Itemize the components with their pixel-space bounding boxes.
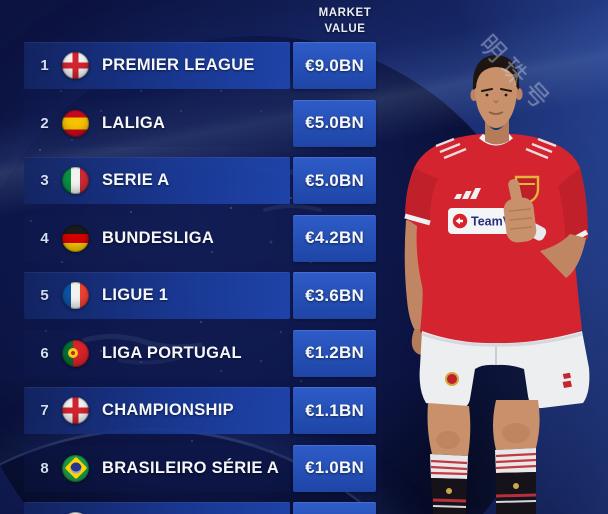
rank-label: 5 xyxy=(40,287,49,304)
player-socks xyxy=(430,448,537,514)
table-row-partial xyxy=(24,502,376,514)
league-name: PREMIER LEAGUE xyxy=(102,56,255,74)
player-jersey: TeamVi xyxy=(404,133,589,345)
market-value: €9.0BN xyxy=(305,55,364,75)
market-value: €1.1BN xyxy=(305,400,364,420)
league-name: BRASILEIRO SÉRIE A xyxy=(102,458,280,477)
league-name: LIGA PORTUGAL xyxy=(102,343,242,362)
table-row: 6 LIGA PORTUGAL €1.2BN xyxy=(24,329,376,377)
market-value: €1.0BN xyxy=(305,458,364,477)
spain-flag-icon xyxy=(62,109,89,137)
table-row: 4 BUNDESLIGA €4.2BN xyxy=(24,214,376,262)
table-row: 3 SERIE A €5.0BN xyxy=(24,157,376,204)
market-value: €1.2BN xyxy=(305,343,364,362)
market-value-cell: €5.0BN xyxy=(293,157,376,204)
player-photo: TeamVi xyxy=(404,55,590,514)
shorts-adidas-icon xyxy=(562,372,572,388)
market-value-cell: €4.2BN xyxy=(293,214,376,262)
market-value-cell: €1.2BN xyxy=(293,329,376,377)
italy-flag-icon xyxy=(62,167,89,194)
league-name: LIGUE 1 xyxy=(102,286,169,304)
brazil-flag-icon xyxy=(62,454,89,482)
rank-label: 2 xyxy=(40,114,49,132)
player-shorts xyxy=(419,331,590,409)
england-flag-icon xyxy=(62,52,89,79)
table-row: 8 BRASILEIRO SÉRIE A €1.0BN xyxy=(24,444,376,492)
market-value-header-line2: VALUE xyxy=(324,22,366,35)
player-legs xyxy=(427,400,540,456)
thumbs-up-hand xyxy=(503,179,586,278)
league-name: SERIE A xyxy=(102,171,170,189)
market-value: €4.2BN xyxy=(305,228,364,247)
league-cell xyxy=(24,502,290,514)
market-value-cell: €3.6BN xyxy=(293,272,376,319)
market-value-cell: €1.1BN xyxy=(293,387,376,434)
rank-label: 3 xyxy=(40,172,49,189)
league-cell: 8 BRASILEIRO SÉRIE A xyxy=(24,444,290,492)
market-value-header-line1: MARKET xyxy=(318,7,372,19)
league-cell: 7 CHAMPIONSHIP xyxy=(24,387,290,434)
league-name: CHAMPIONSHIP xyxy=(102,401,234,419)
league-cell: 5 LIGUE 1 xyxy=(24,272,290,319)
league-cell: 2 LALIGA xyxy=(24,99,290,147)
rank-label: 6 xyxy=(40,344,49,362)
league-cell: 1 PREMIER LEAGUE xyxy=(24,42,290,89)
league-name: BUNDESLIGA xyxy=(102,228,215,247)
player-head xyxy=(470,55,523,145)
league-ranking-list: 1 PREMIER LEAGUE €9.0BN 2 LALIGA €5.0BN … xyxy=(24,42,376,514)
partial-flag-icon xyxy=(62,512,89,514)
market-value-cell xyxy=(293,502,376,514)
rank-label: 7 xyxy=(40,402,49,419)
table-row: 2 LALIGA €5.0BN xyxy=(24,99,376,147)
rank-label: 1 xyxy=(40,57,49,74)
england-flag-icon xyxy=(62,397,89,424)
market-value-header: MARKET VALUE xyxy=(290,6,400,37)
adidas-logo-icon xyxy=(454,188,481,199)
rank-label: 4 xyxy=(40,229,49,247)
league-cell: 6 LIGA PORTUGAL xyxy=(24,329,290,377)
market-value: €5.0BN xyxy=(305,170,364,190)
market-value: €3.6BN xyxy=(305,285,364,305)
portugal-flag-icon xyxy=(62,339,89,367)
germany-flag-icon xyxy=(62,224,89,252)
league-cell: 3 SERIE A xyxy=(24,157,290,204)
market-value-cell: €5.0BN xyxy=(293,99,376,147)
market-value-cell: €1.0BN xyxy=(293,444,376,492)
rank-label: 8 xyxy=(40,459,49,477)
table-row: 5 LIGUE 1 €3.6BN xyxy=(24,272,376,319)
france-flag-icon xyxy=(62,282,89,309)
market-value: €5.0BN xyxy=(305,113,364,132)
table-row: 7 CHAMPIONSHIP €1.1BN xyxy=(24,387,376,434)
league-name: LALIGA xyxy=(102,113,166,132)
table-row: 1 PREMIER LEAGUE €9.0BN xyxy=(24,42,376,89)
market-value-cell: €9.0BN xyxy=(293,42,376,89)
sponsor-text: TeamVi xyxy=(471,215,514,229)
league-cell: 4 BUNDESLIGA xyxy=(24,214,290,262)
player-hair xyxy=(472,55,520,90)
shorts-crest-icon xyxy=(445,372,459,386)
shoulder-stripes xyxy=(435,137,557,160)
thumb xyxy=(508,179,523,208)
